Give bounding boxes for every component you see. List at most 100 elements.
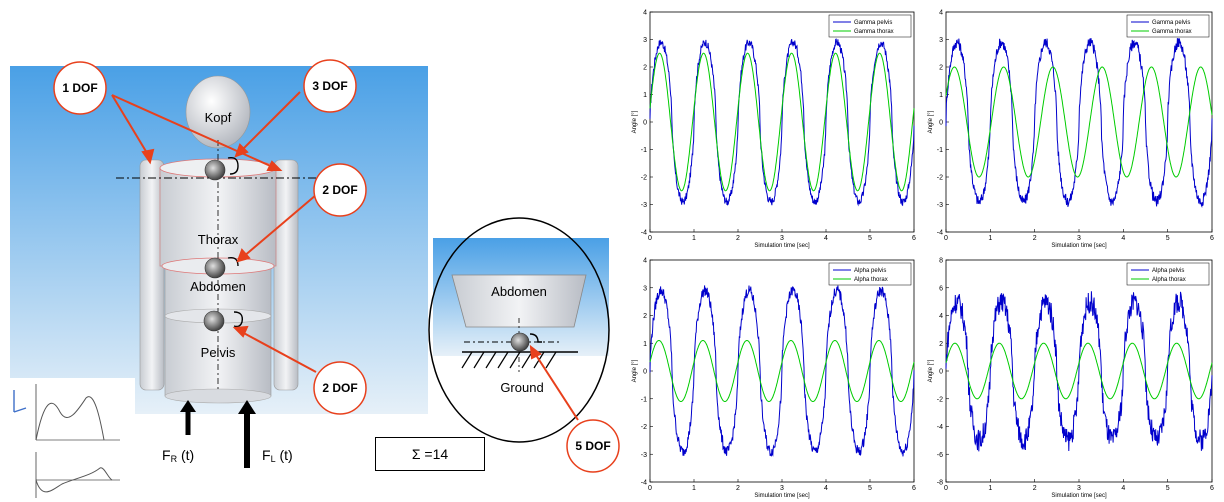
x-tick-label: 2 xyxy=(1033,485,1037,492)
y-tick-label: -2 xyxy=(641,424,647,431)
total-dof-label: Σ =14 xyxy=(411,446,449,462)
legend-entry: Alpha thorax xyxy=(854,277,888,283)
y-tick-label: 0 xyxy=(939,120,943,127)
x-tick-label: 0 xyxy=(944,485,948,492)
y-axis-label: Angle [°] xyxy=(632,359,638,382)
x-axis-label: Simulation time [sec] xyxy=(1051,243,1107,249)
y-tick-label: 4 xyxy=(939,313,943,320)
detail-joint xyxy=(510,332,530,352)
dof-callout-2: 3 DOF xyxy=(303,59,357,113)
series-line-1 xyxy=(945,342,1213,400)
x-tick-label: 6 xyxy=(912,485,916,492)
y-tick-label: -2 xyxy=(937,396,943,403)
label-abdomen: Abdomen xyxy=(190,279,246,294)
y-axis-label: Angle [°] xyxy=(928,110,934,133)
label-pelvis: Pelvis xyxy=(201,345,236,360)
inset-force-plots xyxy=(10,378,135,502)
dof-callout-1: 1 DOF xyxy=(53,61,107,115)
y-tick-label: 4 xyxy=(939,10,943,17)
x-tick-label: 5 xyxy=(1166,485,1170,492)
y-tick-label: 3 xyxy=(643,285,647,292)
y-axis-label: Angle [°] xyxy=(632,110,638,133)
chart-top-right: 0 1 2 3 4 5 6 -4 -3 -2 -1 0 1 2 3 4 Simulation time [sec… xyxy=(928,10,1214,250)
y-tick-label: 3 xyxy=(643,37,647,44)
x-tick-label: 3 xyxy=(780,235,784,242)
total-dof-box: Σ =14 xyxy=(375,437,485,471)
y-tick-label: -1 xyxy=(641,147,647,154)
y-tick-label: 0 xyxy=(939,369,943,376)
x-tick-label: 3 xyxy=(1077,485,1081,492)
y-tick-label: 1 xyxy=(643,92,647,99)
x-tick-label: 6 xyxy=(1210,235,1214,242)
y-tick-label: 4 xyxy=(643,10,647,17)
x-tick-label: 3 xyxy=(780,485,784,492)
force-left-label: FL (t) xyxy=(262,447,293,464)
legend-entry: Gamma pelvis xyxy=(854,20,892,26)
x-tick-label: 0 xyxy=(944,235,948,242)
y-tick-label: 8 xyxy=(939,258,943,265)
y-tick-label: -3 xyxy=(937,202,943,209)
legend-entry: Alpha pelvis xyxy=(854,268,886,274)
ground-hatch xyxy=(461,351,557,369)
y-axis-label: Angle [°] xyxy=(928,359,934,382)
force-arrow-left xyxy=(238,400,256,468)
series-line-0 xyxy=(649,38,915,207)
svg-text:1 DOF: 1 DOF xyxy=(62,81,97,95)
y-tick-label: 2 xyxy=(643,65,647,72)
y-tick-label: -2 xyxy=(937,175,943,182)
x-tick-label: 2 xyxy=(736,485,740,492)
series-line-1 xyxy=(649,340,915,402)
y-tick-label: -1 xyxy=(641,396,647,403)
x-tick-label: 1 xyxy=(692,235,696,242)
x-tick-label: 4 xyxy=(1121,485,1125,492)
y-tick-label: 4 xyxy=(643,258,647,265)
y-tick-label: 2 xyxy=(939,65,943,72)
right-arm xyxy=(273,159,299,391)
x-tick-label: 1 xyxy=(988,235,992,242)
x-axis-label: Simulation time [sec] xyxy=(754,493,810,499)
y-tick-label: 6 xyxy=(939,285,943,292)
x-tick-label: 5 xyxy=(868,235,872,242)
x-tick-label: 6 xyxy=(912,235,916,242)
chart-bottom-right: 0 1 2 3 4 5 6 -8 -6 -4 -2 0 2 4 6 8 Simulation time [sec… xyxy=(928,258,1214,500)
x-tick-label: 4 xyxy=(824,235,828,242)
series-line-1 xyxy=(649,52,915,192)
label-kopf: Kopf xyxy=(205,110,232,125)
legend-entry: Gamma thorax xyxy=(1152,29,1192,35)
x-tick-label: 2 xyxy=(736,235,740,242)
joint-thorax xyxy=(204,256,239,279)
y-tick-label: -4 xyxy=(641,480,647,487)
dof-callout-4: 2 DOF xyxy=(313,361,367,415)
joint-neck xyxy=(204,156,239,181)
x-tick-label: 6 xyxy=(1210,485,1214,492)
x-tick-label: 0 xyxy=(648,485,652,492)
x-tick-label: 5 xyxy=(868,485,872,492)
ground-label: Ground xyxy=(500,380,543,395)
y-tick-label: -4 xyxy=(937,230,943,237)
y-tick-label: -1 xyxy=(937,147,943,154)
legend-entry: Alpha thorax xyxy=(1152,277,1186,283)
y-tick-label: 3 xyxy=(939,37,943,44)
chart-bottom-left: 0 1 2 3 4 5 6 -4 -3 -2 -1 0 1 2 3 4 Simulation time [sec… xyxy=(632,258,916,500)
x-tick-label: 3 xyxy=(1077,235,1081,242)
x-tick-label: 2 xyxy=(1033,235,1037,242)
y-tick-label: 1 xyxy=(643,341,647,348)
x-tick-label: 5 xyxy=(1166,235,1170,242)
x-tick-label: 0 xyxy=(648,235,652,242)
y-tick-label: 0 xyxy=(643,120,647,127)
svg-text:2 DOF: 2 DOF xyxy=(322,183,357,197)
y-tick-label: -2 xyxy=(641,175,647,182)
head-segment xyxy=(185,75,251,149)
joint-pelvis xyxy=(203,310,244,332)
legend-entry: Gamma thorax xyxy=(854,29,894,35)
y-tick-label: -8 xyxy=(937,480,943,487)
svg-text:3 DOF: 3 DOF xyxy=(312,79,347,93)
y-tick-label: 2 xyxy=(939,341,943,348)
series-line-1 xyxy=(945,66,1213,178)
dof-callout-5: 5 DOF xyxy=(566,419,620,473)
series-line-0 xyxy=(945,38,1213,209)
chart-top-left: 0 1 2 3 4 5 6 -4 -3 -2 -1 0 1 2 3 4 Simulation time [sec… xyxy=(632,10,916,250)
force-right-label: FR (t) xyxy=(162,447,194,464)
x-axis-label: Simulation time [sec] xyxy=(754,243,810,249)
force-arrow-right xyxy=(180,400,196,435)
